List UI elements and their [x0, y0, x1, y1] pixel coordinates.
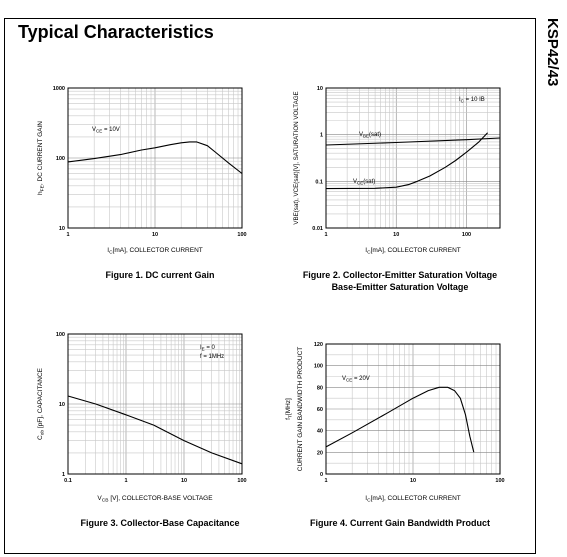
- y-axis-label: hFE, DC CURRENT GAIN: [37, 121, 46, 195]
- y-tick-label: 10: [59, 402, 65, 408]
- x-tick-label: 1: [324, 478, 327, 484]
- x-axis-label: VCB [V], COLLECTOR-BASE VOLTAGE: [97, 495, 213, 504]
- x-tick-label: 10: [393, 232, 399, 238]
- caption-figure-3: Figure 3. Collector-Base Capacitance: [80, 518, 240, 528]
- x-axis-label: IC[mA], COLLECTOR CURRENT: [107, 247, 203, 256]
- x-tick-label: 10: [181, 478, 187, 484]
- y-tick-label: 1: [320, 133, 323, 139]
- annotation-ie: IE = 0: [200, 345, 216, 352]
- annotation-ic-ib: IC = 10 IB: [459, 97, 485, 104]
- y-axis-label: VBE(sat), VCE(sat)[V], SATURATION VOLTAG…: [293, 91, 300, 224]
- series-line-2: [325, 132, 488, 190]
- y-tick-label: 0.1: [315, 179, 323, 185]
- annotation-freq: f = 1MHz: [200, 354, 224, 360]
- x-tick-label: 100: [237, 232, 246, 238]
- x-axis-label: IC[mA], COLLECTOR CURRENT: [365, 247, 461, 256]
- caption-figure-4: Figure 4. Current Gain Bandwidth Product: [309, 518, 490, 528]
- y-tick-label: 100: [314, 364, 323, 370]
- x-tick-label: 100: [237, 478, 246, 484]
- y-tick-label: 20: [317, 450, 323, 456]
- x-tick-label: 1: [66, 232, 69, 238]
- y-tick-label: 10: [59, 226, 65, 232]
- y-tick-label: 120: [314, 342, 323, 348]
- y-tick-label: 100: [56, 156, 65, 162]
- y-tick-label: 1000: [53, 86, 65, 92]
- part-number: KSP42/43: [544, 18, 561, 87]
- annotation-vce-sat: VCE(sat): [353, 179, 375, 186]
- y-tick-label: 0: [320, 472, 323, 478]
- y-axis-label-2: CURRENT GAIN BANDWIDTH PRODUCT: [297, 347, 304, 471]
- x-tick-label: 10: [152, 232, 158, 238]
- plot-frame: [325, 87, 501, 229]
- annotation-vce: VCE = 10V: [92, 127, 120, 134]
- series-line-1: [67, 141, 243, 174]
- y-tick-label: 60: [317, 407, 323, 413]
- annotation-vbe-sat: VBE(sat): [359, 132, 381, 139]
- x-tick-label: 100: [462, 232, 471, 238]
- series-line-1: [325, 137, 501, 146]
- x-tick-label: 10: [410, 478, 416, 484]
- caption-figure-1: Figure 1. DC current Gain: [105, 270, 215, 280]
- plot-frame: [325, 343, 501, 475]
- x-tick-label: 100: [495, 478, 504, 484]
- page-frame: [4, 18, 536, 554]
- x-tick-label: 1: [324, 232, 327, 238]
- annotation-vce: VCE = 20V: [342, 376, 370, 383]
- x-tick-label: 1: [124, 478, 127, 484]
- y-axis-label: Cob [pF], CAPACITANCE: [37, 367, 46, 440]
- caption-figure-2b: Base-Emitter Saturation Voltage: [331, 282, 469, 292]
- y-tick-label: 80: [317, 385, 323, 391]
- x-axis-label: IC[mA], COLLECTOR CURRENT: [365, 495, 461, 504]
- series-line-1: [67, 395, 243, 465]
- plot-frame: [67, 87, 243, 229]
- y-tick-label: 1: [62, 472, 65, 478]
- y-tick-label: 100: [56, 332, 65, 338]
- page-title: Typical Characteristics: [18, 22, 214, 42]
- caption-figure-2a: Figure 2. Collector-Emitter Saturation V…: [302, 270, 498, 280]
- series-line-1: [325, 386, 475, 453]
- y-axis-label-1: fT[MHz]: [285, 398, 294, 420]
- x-tick-label: 0.1: [64, 478, 72, 484]
- y-tick-label: 10: [317, 86, 323, 92]
- y-tick-label: 0.01: [312, 226, 323, 232]
- plot-frame: [67, 333, 243, 475]
- y-tick-label: 40: [317, 429, 323, 435]
